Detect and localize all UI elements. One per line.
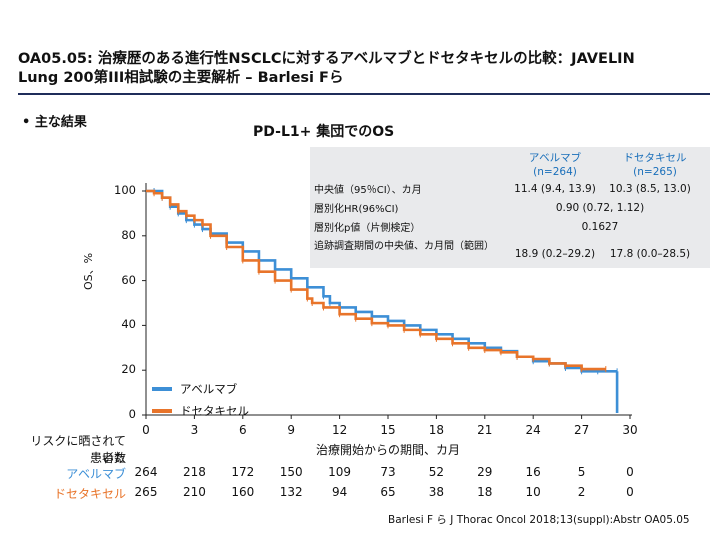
x-tick-label: 27 [573, 423, 590, 437]
risk-cell-docetaxel: 0 [626, 485, 634, 499]
risk-cell-docetaxel: 160 [231, 485, 255, 499]
risk-cell-avelumab: 264 [134, 465, 158, 479]
stat-median-label: 中央値（95％CI）、カ月 [314, 185, 422, 196]
risk-cell-docetaxel: 265 [134, 485, 158, 499]
title-line-1: OA05.05: 治療歴のある進行性NSCLCに対するアベルマブとドセタキセルの… [18, 51, 635, 67]
stats-col-docetaxel-n: (n=265) [633, 166, 677, 178]
slide-title: OA05.05: 治療歴のある進行性NSCLCに対するアベルマブとドセタキセルの… [18, 50, 708, 88]
x-tick-label: 9 [287, 423, 295, 437]
y-tick-label: 20 [121, 362, 136, 377]
risk-cell-avelumab: 150 [279, 465, 303, 479]
stat-pvalue-value: 0.1627 [581, 221, 619, 233]
x-tick-label: 0 [142, 423, 150, 437]
stats-col-avelumab: アベルマブ (n=264) [500, 151, 610, 179]
title-line-2: Lung 200第III相試験の主要解析 – Barlesi Fら [18, 70, 344, 86]
stats-table-background [310, 147, 710, 268]
risk-cell-docetaxel: 94 [331, 485, 348, 499]
risk-cell-avelumab: 29 [477, 465, 493, 479]
stat-pvalue-label: 層別化p値（片側検定） [314, 223, 421, 234]
x-tick-label: 18 [428, 423, 445, 437]
risk-cell-avelumab: 5 [577, 465, 586, 479]
x-tick-label: 15 [380, 423, 396, 437]
stat-followup-avelumab: 18.9 (0.2–29.2) [514, 248, 596, 260]
risk-cell-docetaxel: 65 [380, 485, 396, 499]
risk-cell-avelumab: 172 [231, 465, 255, 479]
risk-cell-avelumab: 52 [428, 465, 445, 479]
stat-median-avelumab: 11.4 (9.4, 13.9) [514, 183, 596, 195]
x-tick-label: 24 [525, 423, 541, 437]
risk-cell-docetaxel: 10 [525, 485, 541, 499]
series-line-docetaxel [146, 189, 606, 371]
y-tick-label: 80 [121, 227, 136, 242]
bullet-main-results: • 主な結果 [22, 115, 87, 130]
x-tick-label: 21 [477, 423, 493, 437]
y-tick-label: 40 [121, 317, 136, 332]
x-tick-label: 3 [190, 423, 199, 437]
risk-cell-avelumab: 0 [626, 465, 634, 479]
legend-label-docetaxel: ドセタキセル [180, 404, 249, 418]
stat-hr-label: 層別化HR(96%CI) [314, 204, 399, 215]
risk-row-label-docetaxel: ドセタキセル [53, 487, 126, 501]
y-tick-label: 100 [114, 183, 136, 197]
citation-footer: Barlesi F ら J Thorac Oncol 2018;13(suppl… [388, 514, 690, 526]
risk-cell-docetaxel: 18 [477, 485, 493, 499]
stat-median-docetaxel: 10.3 (8.5, 13.0) [609, 183, 691, 195]
x-tick-label: 6 [238, 423, 247, 437]
stats-col-docetaxel: ドセタキセル (n=265) [600, 151, 710, 179]
title-divider [18, 93, 710, 95]
risk-cell-avelumab: 218 [182, 465, 206, 479]
panel-title: PD-L1+ 集団でのOS [253, 124, 395, 140]
risk-cell-docetaxel: 38 [428, 485, 445, 499]
risk-cell-avelumab: 16 [525, 465, 541, 479]
x-tick-label: 12 [331, 423, 348, 437]
risk-cell-docetaxel: 2 [577, 485, 586, 499]
stats-col-avelumab-name: アベルマブ [528, 152, 582, 164]
risk-table-title-2: 患者数 [89, 451, 126, 465]
risk-cell-avelumab: 73 [380, 465, 396, 479]
y-tick-label: 60 [121, 272, 136, 287]
stats-col-avelumab-n: (n=264) [533, 166, 577, 178]
x-tick-label: 30 [622, 423, 638, 437]
y-tick-label: 0 [128, 407, 136, 421]
risk-cell-avelumab: 109 [328, 465, 352, 479]
legend-label-avelumab: アベルマブ [180, 382, 238, 396]
stat-followup-label: 追跡調査期間の中央値、カ月間（範囲） [314, 241, 494, 252]
series-line-avelumab [146, 189, 618, 373]
risk-cell-docetaxel: 210 [182, 485, 206, 499]
stat-hr-value: 0.90 (0.72, 1.12) [555, 202, 645, 214]
risk-table-title-1: リスクに晒されていた [30, 434, 126, 465]
stats-col-docetaxel-name: ドセタキセル [623, 152, 687, 164]
risk-cell-docetaxel: 132 [279, 485, 303, 499]
risk-row-label-avelumab: アベルマブ [66, 467, 126, 481]
stat-followup-docetaxel: 17.8 (0.0–28.5) [609, 248, 691, 260]
x-axis-label: 治療開始からの期間、カ月 [316, 443, 461, 457]
